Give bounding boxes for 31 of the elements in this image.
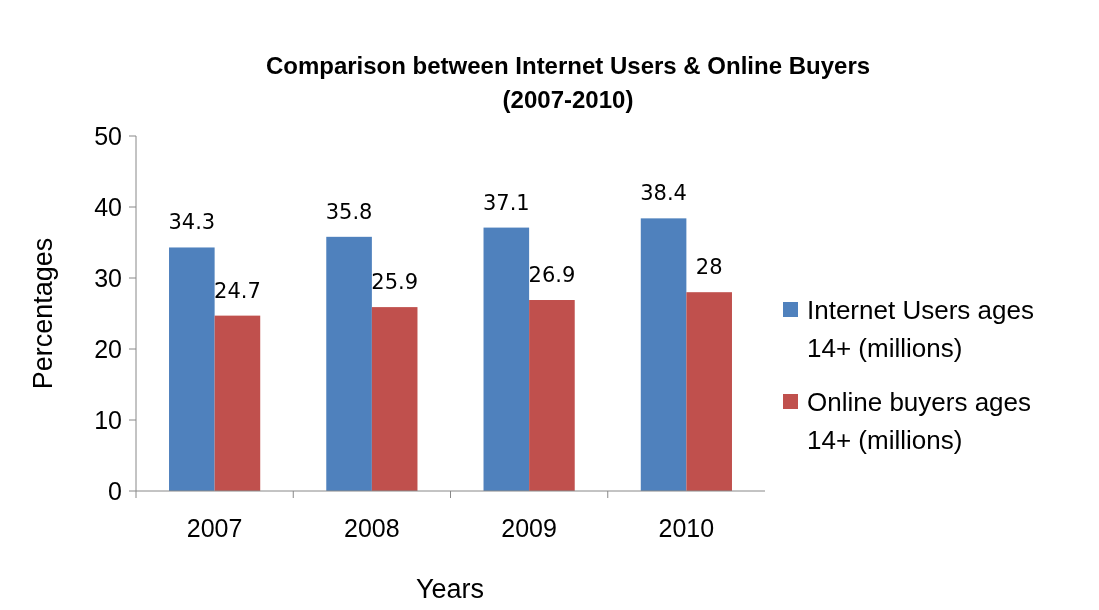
data-label: 37.1 (482, 190, 530, 215)
data-label: 35.8 (325, 199, 373, 224)
y-tick-label: 20 (94, 334, 122, 363)
legend-label: Online buyers ages 14+ (millions) (807, 387, 1032, 456)
data-label: 28 (695, 255, 723, 280)
bar (169, 247, 215, 491)
y-tick-label: 40 (94, 192, 122, 221)
x-axis-title: Years (415, 574, 485, 604)
y-axis-title: Percentages (28, 237, 58, 390)
data-label: 26.9 (528, 263, 576, 288)
y-tick-label: 10 (94, 405, 122, 434)
chart-title: Comparison between Internet Users & Online Buyers (2007-2010) (265, 52, 871, 113)
bar (529, 300, 575, 491)
x-tick-label: 2008 (344, 514, 400, 542)
data-label: 34.3 (168, 210, 216, 235)
bar (640, 218, 687, 491)
x-tick-label: 2007 (186, 514, 243, 542)
data-label: 25.9 (371, 270, 419, 295)
y-tick-label: 0 (108, 476, 122, 505)
legend-label: Internet Users ages 14+ (millions) (807, 295, 1034, 364)
y-tick-label: 30 (94, 263, 122, 292)
bar (371, 307, 418, 491)
bar (686, 292, 732, 491)
bar (326, 236, 372, 491)
bar (483, 227, 530, 491)
data-label: 24.7 (214, 278, 261, 303)
bar (214, 315, 261, 491)
x-tick-label: 2010 (658, 514, 715, 542)
x-tick-label: 2009 (501, 514, 557, 542)
data-label: 38.4 (640, 181, 687, 206)
y-tick-label: 50 (94, 121, 122, 150)
